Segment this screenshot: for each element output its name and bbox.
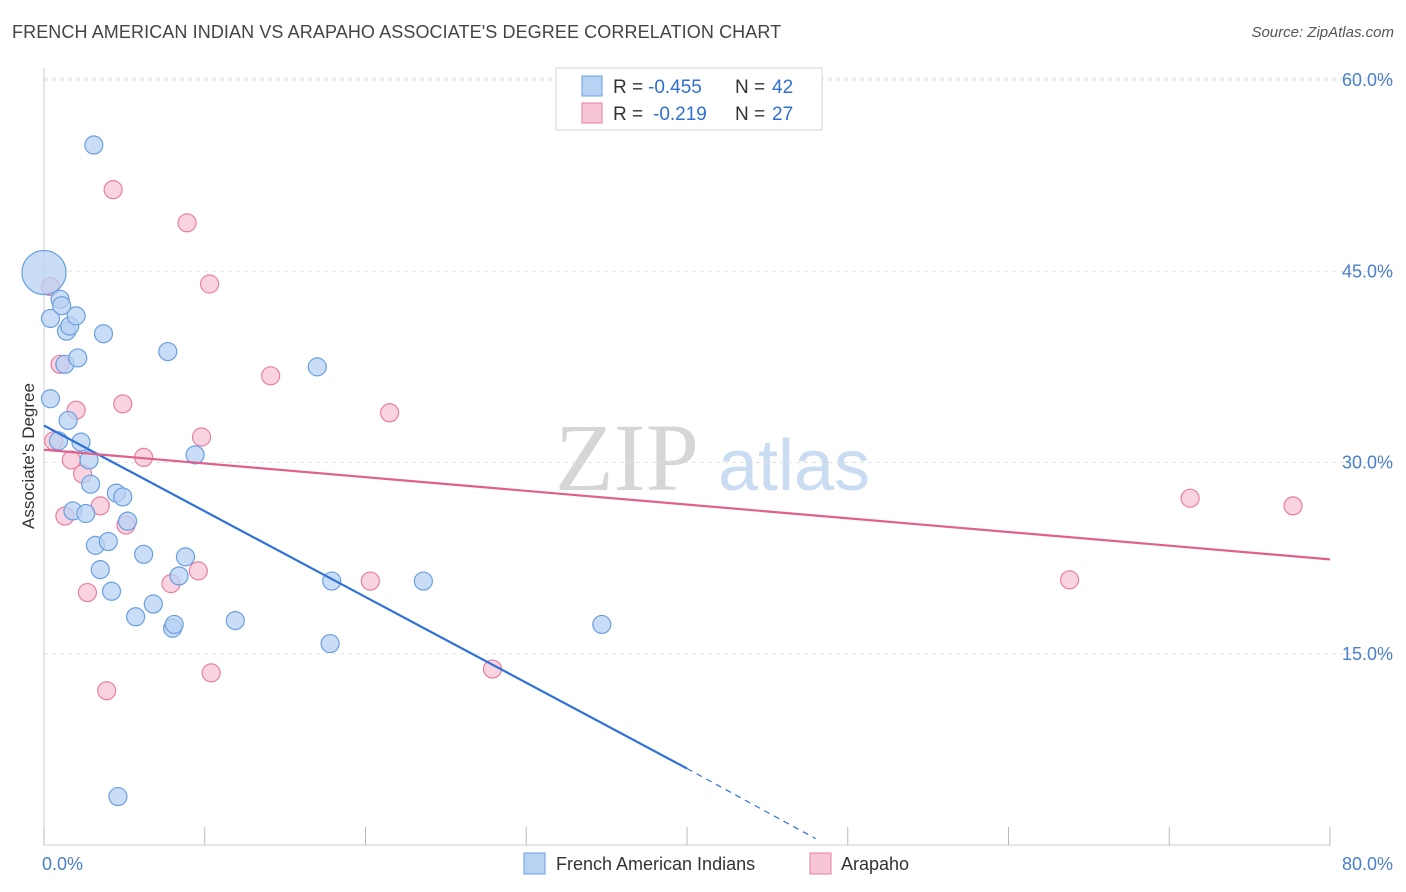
x-tick-label-max: 80.0% — [1342, 854, 1393, 874]
y-tick-label-3: 60.0% — [1342, 70, 1393, 90]
blue-point-37 — [320, 633, 340, 654]
pink-point-15 — [177, 213, 197, 233]
pink-point-19 — [201, 663, 221, 683]
trend-lines — [43, 424, 1331, 840]
blue-point-1 — [40, 308, 61, 329]
y-tick-label-1: 30.0% — [1342, 453, 1393, 473]
french-american-indians-points — [21, 135, 612, 807]
blue-point-24 — [113, 487, 133, 507]
blue-point-12 — [68, 348, 88, 368]
blue-point-34 — [185, 445, 205, 465]
blue-trend-line — [43, 424, 688, 770]
legend-n-value-2: 27 — [772, 104, 793, 125]
y-tick-label-0: 15.0% — [1342, 644, 1393, 664]
pink-point-25 — [1180, 488, 1200, 508]
blue-point-5 — [52, 296, 72, 316]
blue-point-19 — [93, 324, 114, 344]
stats-legend: R = -0.455 N = 42 R = -0.219 N = 27 — [555, 67, 823, 131]
blue-point-28 — [143, 594, 163, 614]
legend-r-value-1: -0.455 — [648, 77, 702, 98]
pink-point-26 — [1283, 496, 1303, 516]
pink-point-18 — [199, 274, 220, 294]
watermark: ZIP atlas — [555, 404, 870, 511]
pink-point-9 — [97, 681, 117, 701]
y-axis-label: Associate's Degree — [19, 383, 38, 529]
series-legend-label-pink: Arapaho — [841, 854, 909, 874]
legend-r-value-2: -0.219 — [653, 104, 707, 125]
blue-point-20 — [98, 531, 118, 552]
legend-n-value-1: 42 — [772, 77, 793, 98]
blue-point-26 — [126, 607, 146, 627]
pink-point-22 — [380, 403, 400, 423]
blue-point-14 — [76, 503, 96, 524]
blue-point-0 — [21, 249, 67, 296]
pink-point-11 — [113, 394, 133, 414]
blue-point-15 — [79, 450, 99, 470]
blue-point-39 — [413, 571, 433, 591]
series-legend-swatch-blue — [523, 852, 546, 875]
watermark-zip: ZIP — [555, 404, 699, 511]
y-tick-label-2: 45.0% — [1342, 261, 1393, 281]
y-tick-labels: 15.0% 30.0% 45.0% 60.0% — [1342, 70, 1393, 664]
blue-point-31 — [164, 614, 184, 635]
blue-point-21 — [101, 581, 122, 601]
series-legend: French American Indians Arapaho — [523, 852, 909, 875]
blue-point-27 — [134, 544, 154, 564]
blue-point-8 — [58, 410, 78, 431]
chart-title: FRENCH AMERICAN INDIAN VS ARAPAHO ASSOCI… — [12, 22, 782, 42]
blue-trend-line-extension — [686, 767, 816, 840]
blue-point-33 — [175, 547, 196, 567]
legend-r-label-2: R = — [613, 104, 643, 125]
blue-point-2 — [40, 389, 61, 409]
blue-point-3 — [48, 431, 69, 451]
blue-point-35 — [225, 610, 245, 631]
pink-point-20 — [261, 366, 281, 386]
source-label: Source: ZipAtlas.com — [1251, 24, 1394, 41]
pink-point-10 — [103, 180, 123, 200]
legend-n-label-2: N = — [735, 104, 765, 125]
series-legend-label-blue: French American Indians — [556, 854, 755, 874]
blue-point-18 — [90, 559, 110, 580]
pink-point-16 — [188, 561, 208, 581]
series-legend-swatch-pink — [809, 852, 832, 875]
legend-swatch-pink — [581, 102, 603, 124]
blue-point-29 — [158, 341, 178, 362]
pink-point-24 — [1059, 570, 1080, 590]
legend-swatch-blue — [581, 75, 603, 97]
blue-point-41 — [84, 135, 104, 155]
legend-n-label-1: N = — [735, 77, 765, 98]
blue-point-25 — [117, 511, 138, 531]
pink-point-7 — [77, 582, 98, 603]
blue-point-11 — [66, 306, 86, 326]
blue-point-32 — [169, 566, 189, 586]
grid — [44, 77, 1393, 655]
x-ticks — [43, 827, 1331, 845]
pink-point-21 — [360, 571, 380, 591]
pink-point-17 — [191, 427, 212, 447]
pink-trend-line — [43, 448, 1331, 561]
legend-r-label-1: R = — [613, 77, 643, 98]
blue-point-40 — [592, 614, 612, 635]
blue-point-36 — [307, 357, 327, 377]
x-tick-label-min: 0.0% — [42, 854, 83, 874]
blue-point-23 — [108, 786, 128, 807]
blue-point-16 — [81, 474, 101, 494]
watermark-atlas: atlas — [718, 426, 870, 506]
